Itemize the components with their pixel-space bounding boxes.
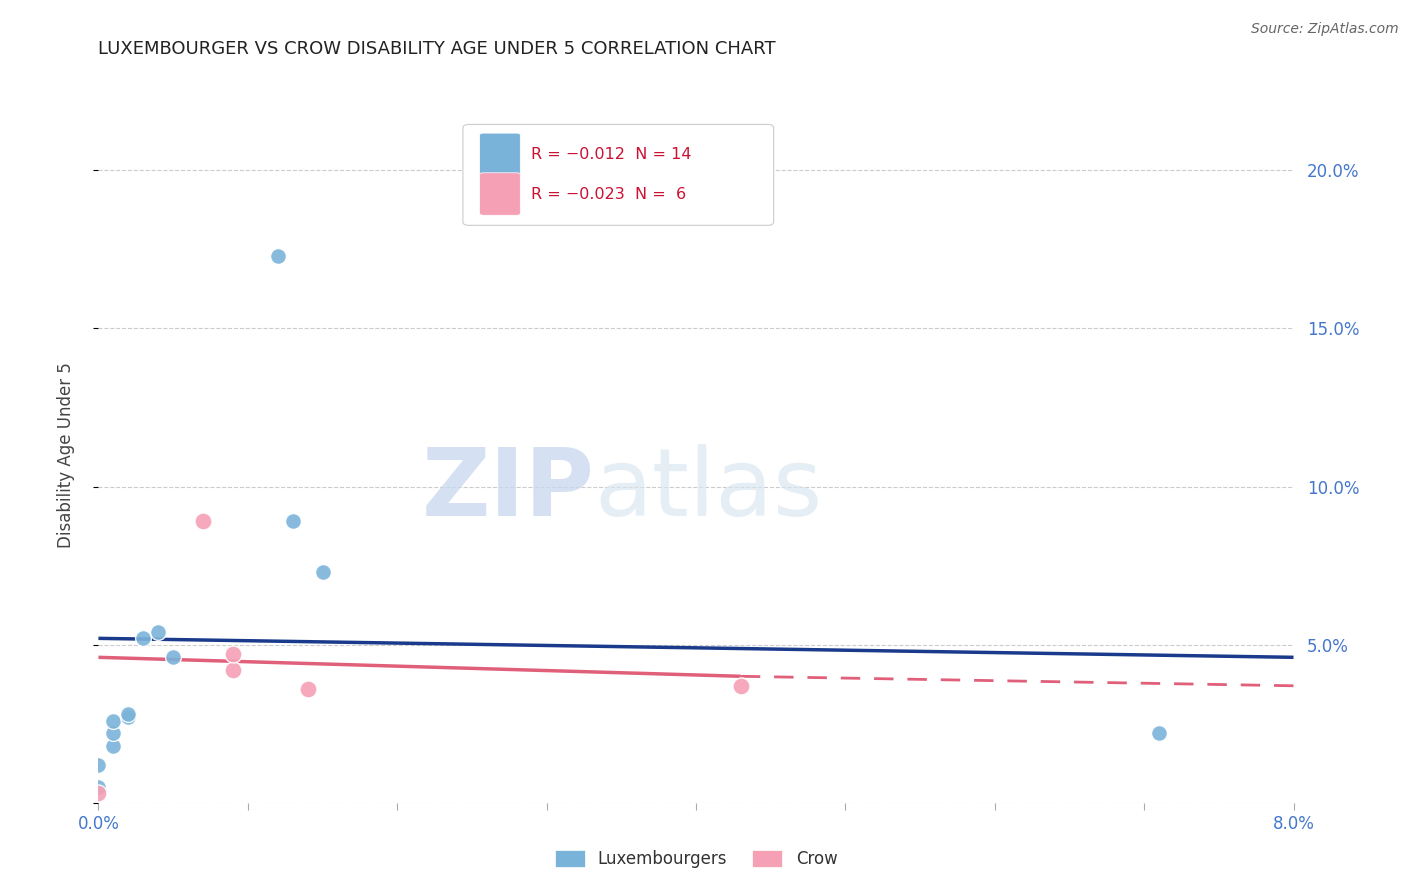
Point	[132, 632, 155, 646]
FancyBboxPatch shape	[463, 124, 773, 226]
Point	[162, 650, 184, 665]
Text: atlas: atlas	[595, 443, 823, 536]
Point	[87, 757, 110, 772]
FancyBboxPatch shape	[479, 173, 520, 215]
Point	[87, 786, 110, 800]
Point	[103, 739, 125, 753]
Text: ZIP: ZIP	[422, 443, 595, 536]
Text: R = −0.023  N =  6: R = −0.023 N = 6	[531, 186, 686, 202]
Point	[281, 514, 304, 528]
Text: Source: ZipAtlas.com: Source: ZipAtlas.com	[1251, 22, 1399, 37]
Point	[103, 714, 125, 728]
Legend: Luxembourgers, Crow: Luxembourgers, Crow	[548, 843, 844, 874]
Point	[87, 780, 110, 794]
Point	[103, 726, 125, 740]
Point	[148, 625, 170, 640]
Point	[267, 249, 290, 263]
Point	[1147, 726, 1170, 740]
FancyBboxPatch shape	[479, 133, 520, 176]
Point	[311, 565, 333, 579]
Point	[191, 514, 214, 528]
Point	[222, 663, 245, 677]
Text: R = −0.012  N = 14: R = −0.012 N = 14	[531, 147, 692, 161]
Point	[730, 679, 752, 693]
Text: LUXEMBOURGER VS CROW DISABILITY AGE UNDER 5 CORRELATION CHART: LUXEMBOURGER VS CROW DISABILITY AGE UNDE…	[98, 40, 776, 58]
Y-axis label: Disability Age Under 5: Disability Age Under 5	[56, 362, 75, 548]
Point	[117, 707, 139, 722]
Point	[297, 681, 319, 696]
Point	[222, 647, 245, 661]
Point	[117, 710, 139, 724]
